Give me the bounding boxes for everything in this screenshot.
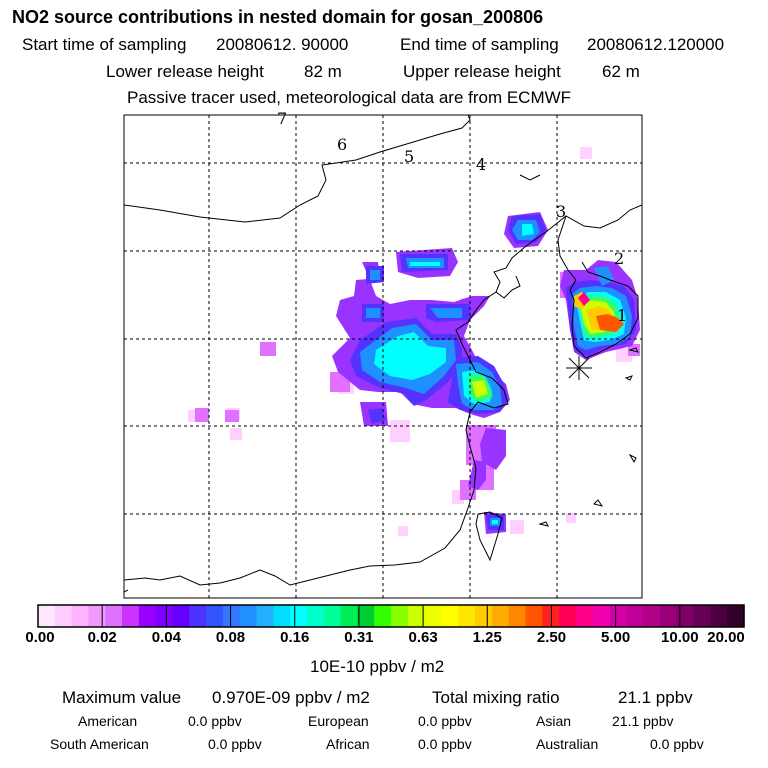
colorbar-tick-label: 5.00 [601,629,631,646]
colorbar-cell [256,605,274,627]
map-gridlines [124,115,642,598]
colorbar-cell [592,605,611,627]
colorbar-cell [575,605,594,627]
colorbar-tick-label: 2.50 [536,629,567,646]
colorbar-cell [54,605,73,627]
colorbar-tick-label: 20.00 [707,629,745,646]
region-label-2: 2 [614,249,624,268]
colorbar [38,605,745,627]
contribution-field [124,115,642,593]
colorbar-cell [609,605,627,627]
max-value: 0.970E-09 ppbv / m2 [212,688,370,707]
colorbar-cell [659,605,678,627]
colorbar-cell [155,605,174,627]
total-mixing-label: Total mixing ratio [432,688,560,707]
start-time-label: Start time of sampling [22,35,187,54]
colorbar-cell [508,605,527,627]
colorbar-cell [559,605,577,627]
region-name-australian: Australian [536,736,599,752]
colorbar-cell [172,605,190,627]
colorbar-cell [710,605,728,627]
colorbar-cell [424,605,443,627]
colorbar-tick-label: 0.00 [25,629,55,646]
colorbar-cell [273,605,291,627]
region-name-african: African [326,736,370,752]
region-name-american: American [78,713,138,729]
region-value-asian: 21.1 ppbv [612,713,674,729]
colorbar-tick-label: 0.31 [344,629,374,646]
colorbar-cell [323,605,342,627]
lower-height-value: 82 m [304,62,342,81]
colorbar-cell [138,605,157,627]
region-label-6: 6 [337,135,347,154]
colorbar-cell [290,605,308,627]
region-label-4: 4 [476,155,486,174]
region-value-american: 0.0 ppbv [188,713,242,729]
lower-height-label: Lower release height [106,62,264,81]
region-name-european: European [308,713,369,729]
colorbar-cell [189,605,207,627]
region-name-south-american: South American [50,736,149,752]
colorbar-cell [626,605,644,627]
colorbar-cell [88,605,106,627]
colorbar-cell [676,605,695,627]
start-time-value: 20080612. 90000 [216,35,349,54]
region-label-7: 7 [277,109,287,128]
colorbar-tick-label: 0.08 [215,629,246,646]
colorbar-tick-label: 0.02 [87,629,117,646]
colorbar-cell [407,605,426,627]
colorbar-cell [727,605,745,627]
colorbar-cell [391,605,409,627]
colorbar-tick-label: 10.00 [661,629,699,646]
region-name-asian: Asian [536,713,572,729]
colorbar-tick-label: 0.63 [408,629,438,646]
total-mixing-value: 21.1 ppbv [618,688,693,707]
tracer-note: Passive tracer used, meteorological data… [127,88,572,107]
colorbar-cell [441,605,459,627]
receptor-marker [566,356,592,380]
colorbar-cell [491,605,510,627]
plot-title: NO2 source contributions in nested domai… [12,7,544,27]
colorbar-cell [239,605,258,627]
colorbar-tick-label: 1.25 [472,629,502,646]
colorbar-cell [122,605,140,627]
max-value-label: Maximum value [62,688,182,707]
colorbar-cell [38,605,56,627]
colorbar-cell [475,605,493,627]
region-value-australian: 0.0 ppbv [650,736,704,752]
end-time-label: End time of sampling [400,35,559,54]
map-frame [123,114,643,599]
colorbar-cell [693,605,711,627]
colorbar-cell [357,605,375,627]
region-label-5: 5 [404,147,414,166]
colorbar-cell [222,605,241,627]
colorbar-tick-label: 0.16 [280,629,310,646]
region-value-african: 0.0 ppbv [418,736,472,752]
upper-height-label: Upper release height [403,62,561,81]
region-label-3: 3 [556,202,566,221]
colorbar-cell [306,605,325,627]
colorbar-cell [525,605,543,627]
colorbar-cell [458,605,476,627]
region-label-1: 1 [617,306,627,325]
colorbar-cell [105,605,123,627]
colorbar-cell [340,605,358,627]
colorbar-cell [643,605,661,627]
colorbar-frame [37,604,745,628]
colorbar-tick-label: 0.04 [151,629,181,646]
region-value-european: 0.0 ppbv [418,713,472,729]
region-value-south-american: 0.0 ppbv [208,736,262,752]
colorbar-unit: 10E-10 ppbv / m2 [310,657,445,676]
upper-height-value: 62 m [602,62,640,81]
end-time-value: 20080612.120000 [587,35,725,54]
colorbar-cell [374,605,392,627]
colorbar-cell [206,605,224,627]
colorbar-cell [71,605,90,627]
